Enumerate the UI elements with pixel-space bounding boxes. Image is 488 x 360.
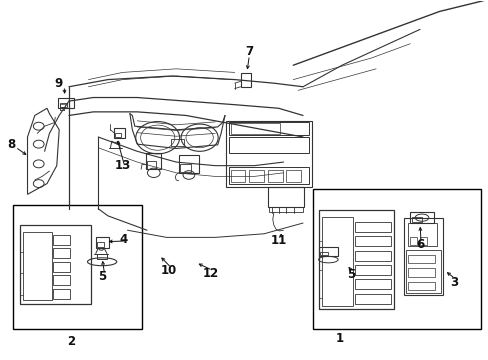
Bar — [409, 237, 416, 244]
Bar — [53, 275, 70, 285]
Bar — [58, 98, 74, 108]
Bar — [318, 211, 393, 309]
Text: 2: 2 — [67, 335, 75, 348]
Bar — [147, 161, 156, 168]
Bar — [22, 232, 52, 300]
Text: 10: 10 — [161, 264, 177, 277]
Bar — [114, 128, 124, 138]
Bar — [60, 103, 66, 107]
Bar — [354, 265, 390, 275]
Text: 7: 7 — [245, 45, 253, 58]
Text: 4: 4 — [120, 233, 128, 246]
Text: 6: 6 — [415, 238, 423, 251]
Bar — [226, 121, 311, 187]
Text: 13: 13 — [114, 159, 130, 172]
Bar — [286, 170, 301, 182]
Bar — [321, 217, 352, 306]
Bar — [53, 234, 70, 244]
Bar — [354, 236, 390, 246]
Bar — [411, 217, 421, 222]
Text: 11: 11 — [270, 234, 286, 247]
Bar — [249, 170, 264, 182]
Bar — [228, 122, 309, 135]
Bar — [53, 262, 70, 272]
Bar — [180, 164, 190, 172]
Bar — [407, 282, 434, 291]
Bar — [97, 254, 107, 259]
Text: 1: 1 — [335, 332, 343, 345]
Bar — [13, 205, 142, 329]
Bar — [267, 170, 282, 182]
Text: 5: 5 — [98, 270, 106, 283]
Bar — [178, 155, 199, 173]
Bar — [240, 73, 251, 87]
Bar — [354, 222, 390, 232]
Bar — [319, 252, 328, 255]
Bar — [97, 242, 103, 247]
Bar — [268, 207, 303, 212]
Bar — [96, 237, 109, 248]
Bar — [312, 189, 480, 329]
Bar — [419, 237, 426, 244]
Bar — [354, 251, 390, 261]
Bar — [146, 153, 160, 169]
Bar — [406, 250, 441, 293]
Bar — [228, 167, 309, 184]
Bar — [407, 223, 436, 246]
Bar — [53, 248, 70, 258]
Bar — [60, 104, 65, 107]
Bar — [407, 268, 434, 277]
Bar — [407, 255, 434, 263]
Bar — [53, 289, 70, 299]
Bar — [230, 170, 245, 182]
Bar — [228, 137, 309, 153]
Bar — [20, 225, 91, 304]
Bar — [409, 212, 433, 223]
Bar — [318, 247, 337, 256]
Text: 12: 12 — [202, 267, 218, 280]
Bar — [354, 294, 390, 304]
Text: 3: 3 — [449, 276, 457, 289]
Bar — [354, 279, 390, 289]
Bar — [404, 218, 443, 295]
Text: 8: 8 — [7, 138, 16, 150]
Text: 5: 5 — [346, 268, 354, 281]
Bar — [230, 123, 279, 134]
Bar — [171, 139, 183, 146]
Bar — [267, 187, 304, 207]
Text: 9: 9 — [54, 77, 62, 90]
Bar — [115, 133, 121, 137]
